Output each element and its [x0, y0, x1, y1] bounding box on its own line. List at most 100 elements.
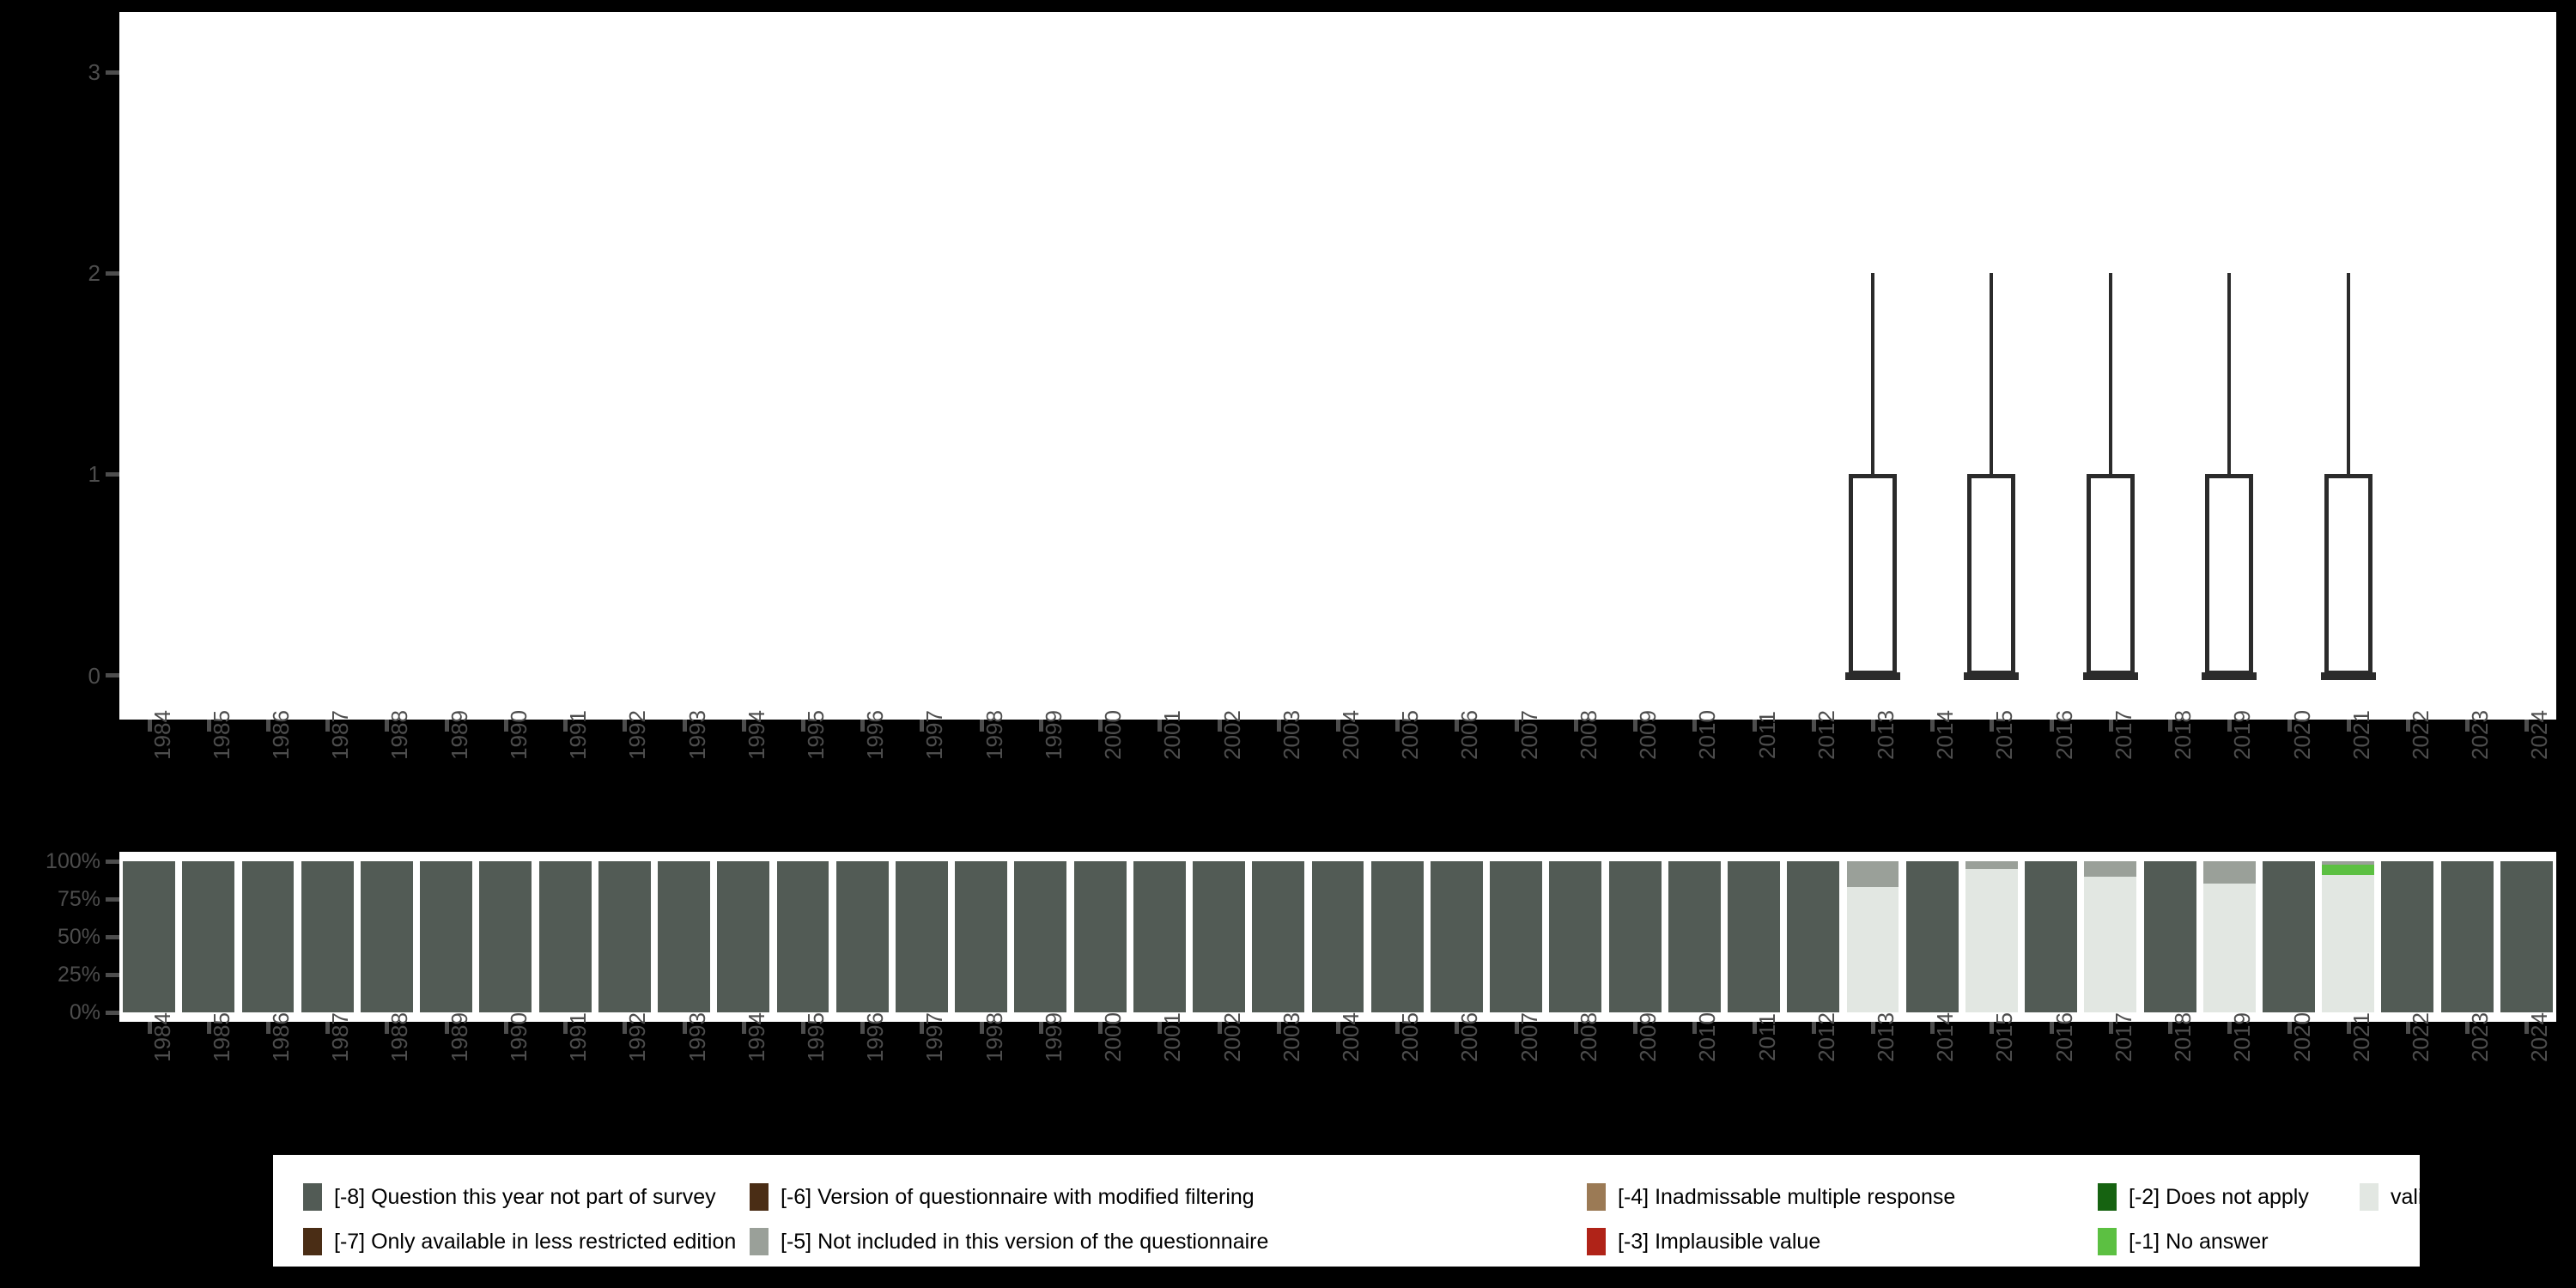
- boxplot-x-tick-label: 2014: [1932, 710, 1959, 760]
- bar-stack-2002[interactable]: [1193, 861, 1245, 1012]
- bar-stack-2024[interactable]: [2500, 861, 2553, 1012]
- bar-segment-m8: [2381, 861, 2434, 1012]
- bar-stack-1984[interactable]: [123, 861, 176, 1012]
- bar-segment-m8: [1608, 861, 1662, 1012]
- bar-stack-1991[interactable]: [538, 861, 592, 1012]
- boxplot-box-2015[interactable]: [1962, 12, 2021, 720]
- boxplot-x-tick-mark: [1038, 720, 1043, 732]
- bar-stack-2017[interactable]: [2084, 861, 2137, 1012]
- legend-item[interactable]: [-5] Not included in this version of the…: [750, 1224, 1268, 1260]
- boxplot-x-tick-label: 1990: [505, 710, 532, 760]
- bar-stack-1998[interactable]: [955, 861, 1008, 1012]
- bar-stack-2007[interactable]: [1490, 861, 1543, 1012]
- bar-stack-1993[interactable]: [658, 861, 711, 1012]
- boxplot-x-tick-label: 2021: [2348, 710, 2374, 760]
- boxplot-y-tick-mark: [106, 70, 119, 75]
- bar-stack-2008[interactable]: [1549, 861, 1602, 1012]
- bar-stack-1997[interactable]: [896, 861, 948, 1012]
- bar-stack-1985[interactable]: [182, 861, 235, 1012]
- barchart-x-tick-mark: [2405, 1022, 2410, 1034]
- bar-stack-2023[interactable]: [2440, 861, 2494, 1012]
- barchart-x-tick-label: 1989: [446, 1012, 472, 1062]
- bar-stack-2018[interactable]: [2143, 861, 2196, 1012]
- boxplot-whisker: [2227, 273, 2232, 676]
- bar-stack-2006[interactable]: [1430, 861, 1483, 1012]
- boxplot-x-tick-label: 2023: [2467, 710, 2494, 760]
- bar-stack-2011[interactable]: [1728, 861, 1780, 1012]
- bar-stack-1989[interactable]: [420, 861, 473, 1012]
- bar-segment-valid: [1846, 886, 1899, 1012]
- boxplot-iqr-box: [2205, 474, 2254, 676]
- boxplot-x-tick-label: 2011: [1753, 711, 1780, 759]
- barchart-x-tick-label: 2010: [1694, 1012, 1721, 1062]
- legend-item[interactable]: valid cases: [2360, 1179, 2497, 1215]
- barchart-x-tick-label: 2009: [1635, 1012, 1662, 1062]
- legend-item[interactable]: [-8] Question this year not part of surv…: [303, 1179, 716, 1215]
- bar-stack-1999[interactable]: [1014, 861, 1067, 1012]
- barchart-x-tick-label: 1999: [1040, 1012, 1066, 1062]
- bar-segment-m8: [1193, 861, 1245, 1012]
- bar-stack-2003[interactable]: [1252, 861, 1305, 1012]
- bar-stack-2000[interactable]: [1073, 861, 1127, 1012]
- legend-item[interactable]: [-4] Inadmissable multiple response: [1587, 1179, 1955, 1215]
- bar-stack-2020[interactable]: [2263, 861, 2315, 1012]
- boxplot-x-tick-label: 1984: [149, 710, 175, 760]
- bar-stack-2015[interactable]: [1965, 861, 2018, 1012]
- barchart-x-tick-label: 2007: [1516, 1012, 1542, 1062]
- bar-stack-1987[interactable]: [301, 861, 354, 1012]
- bar-segment-m8: [301, 861, 354, 1012]
- barchart-x-tick-label: 2023: [2467, 1012, 2494, 1062]
- barchart-x-tick-mark: [1870, 1022, 1875, 1034]
- boxplot-median-line: [2082, 671, 2138, 680]
- boxplot-box-2019[interactable]: [2200, 12, 2259, 720]
- bar-stack-1986[interactable]: [241, 861, 295, 1012]
- bar-stack-2019[interactable]: [2202, 861, 2256, 1012]
- bar-stack-2021[interactable]: [2322, 861, 2375, 1012]
- bar-segment-m1: [2322, 864, 2375, 875]
- bar-stack-1988[interactable]: [361, 861, 413, 1012]
- legend-swatch-m1: [2098, 1228, 2117, 1255]
- bar-stack-2022[interactable]: [2381, 861, 2434, 1012]
- boxplot-box-2013[interactable]: [1843, 12, 1902, 720]
- boxplot-panel: [119, 12, 2556, 720]
- boxplot-box-2017[interactable]: [2081, 12, 2140, 720]
- bar-stack-1990[interactable]: [479, 861, 532, 1012]
- barchart-x-tick-label: 1995: [803, 1012, 829, 1062]
- legend-item[interactable]: [-3] Implausible value: [1587, 1224, 1820, 1260]
- bar-segment-valid: [2084, 876, 2137, 1012]
- barchart-x-tick-label: 2024: [2526, 1012, 2553, 1062]
- bar-segment-valid: [2322, 874, 2375, 1012]
- bar-stack-2014[interactable]: [1905, 861, 1959, 1012]
- barchart-y-axis: 100% 75% 50% 25% 0%: [0, 850, 119, 1023]
- bar-stack-2009[interactable]: [1608, 861, 1662, 1012]
- bar-stack-2013[interactable]: [1846, 861, 1899, 1012]
- boxplot-x-tick-mark: [1633, 720, 1638, 732]
- legend-item[interactable]: [-2] Does not apply: [2098, 1179, 2309, 1215]
- bar-stack-2005[interactable]: [1370, 861, 1424, 1012]
- boxplot-x-tick-mark: [1217, 720, 1222, 732]
- bar-stack-2012[interactable]: [1787, 861, 1840, 1012]
- bar-stack-2010[interactable]: [1668, 861, 1721, 1012]
- bar-stack-2001[interactable]: [1133, 861, 1186, 1012]
- bar-stack-1994[interactable]: [717, 861, 770, 1012]
- legend-item[interactable]: [-6] Version of questionnaire with modif…: [750, 1179, 1255, 1215]
- bar-segment-m5: [1965, 861, 2018, 869]
- boxplot-x-tick-label: 2003: [1278, 710, 1304, 760]
- legend-swatch-m3: [1587, 1228, 1606, 1255]
- legend-item[interactable]: [-7] Only available in less restricted e…: [303, 1224, 736, 1260]
- legend-item[interactable]: [-1] No answer: [2098, 1224, 2269, 1260]
- boxplot-x-tick-label: 1995: [803, 710, 829, 760]
- bar-stack-2016[interactable]: [2025, 861, 2078, 1012]
- boxplot-whisker: [1990, 273, 1994, 676]
- bar-stack-1995[interactable]: [776, 861, 829, 1012]
- boxplot-y-tick-label: 0: [88, 662, 100, 689]
- boxplot-y-tick-mark: [106, 471, 119, 477]
- boxplot-x-tick-label: 2009: [1635, 710, 1662, 760]
- bar-segment-m8: [2440, 861, 2494, 1012]
- barchart-x-tick-mark: [2168, 1022, 2173, 1034]
- boxplot-box-2021[interactable]: [2318, 12, 2378, 720]
- bar-segment-m8: [1905, 861, 1959, 1012]
- bar-stack-2004[interactable]: [1311, 861, 1364, 1012]
- bar-stack-1992[interactable]: [598, 861, 651, 1012]
- bar-stack-1996[interactable]: [835, 861, 889, 1012]
